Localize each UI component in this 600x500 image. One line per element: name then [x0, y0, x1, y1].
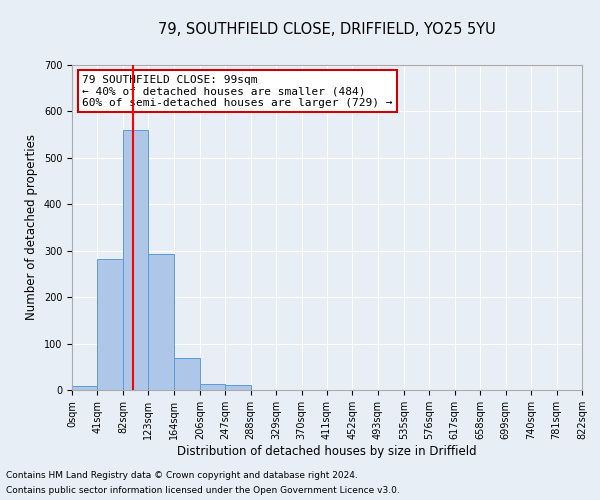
Text: Contains public sector information licensed under the Open Government Licence v3: Contains public sector information licen… — [6, 486, 400, 495]
Title: 79, SOUTHFIELD CLOSE, DRIFFIELD, YO25 5YU: 79, SOUTHFIELD CLOSE, DRIFFIELD, YO25 5Y… — [158, 22, 496, 38]
Bar — [97, 258, 123, 390]
Bar — [225, 386, 251, 390]
Text: 79 SOUTHFIELD CLOSE: 99sqm
← 40% of detached houses are smaller (484)
60% of sem: 79 SOUTHFIELD CLOSE: 99sqm ← 40% of deta… — [82, 74, 392, 108]
X-axis label: Distribution of detached houses by size in Driffield: Distribution of detached houses by size … — [177, 444, 477, 458]
Bar — [200, 384, 225, 390]
Bar — [174, 358, 200, 390]
Y-axis label: Number of detached properties: Number of detached properties — [25, 134, 38, 320]
Bar — [72, 386, 97, 390]
Bar — [148, 254, 174, 390]
Text: Contains HM Land Registry data © Crown copyright and database right 2024.: Contains HM Land Registry data © Crown c… — [6, 471, 358, 480]
Bar — [123, 130, 148, 390]
